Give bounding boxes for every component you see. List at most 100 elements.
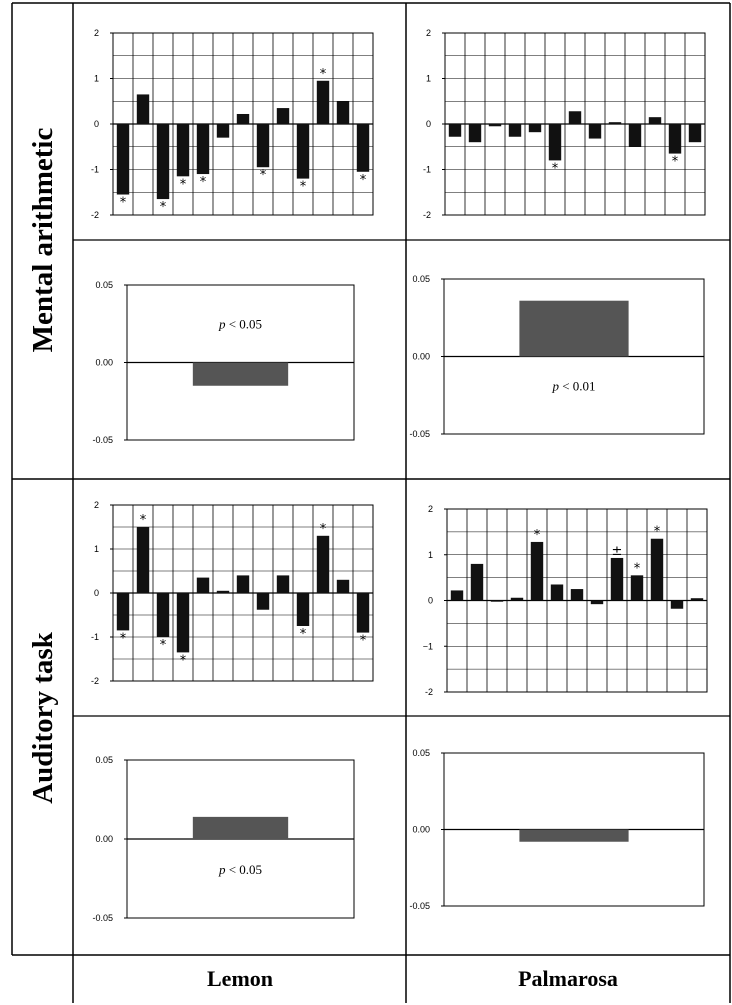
chart-at-lemon-mean: 0.05 0.00 -0.05 p < 0.05 (92, 755, 355, 923)
y-tick-label: 1 (426, 74, 431, 84)
significance-marker: * (180, 177, 187, 192)
bar (688, 124, 702, 143)
bar (156, 124, 170, 200)
significance-marker: ± (612, 544, 623, 559)
bar (196, 124, 210, 175)
chart-at-palmarosa-detail: 2 1 0 −1 -2 * ± * * (423, 504, 708, 697)
bar (256, 124, 270, 168)
bar (588, 124, 602, 139)
column-label-palmarosa: Palmarosa (518, 966, 618, 991)
significance-marker: * (360, 634, 367, 649)
y-tick-label: 0.00 (95, 834, 113, 844)
y-tick-label: -1 (91, 165, 99, 175)
y-tick-label: 0 (426, 119, 431, 129)
y-tick-label: -2 (91, 210, 99, 220)
bar (116, 593, 130, 631)
y-tick-label: −1 (423, 641, 433, 651)
bar (448, 124, 462, 137)
bar (508, 124, 522, 137)
bar (136, 94, 150, 124)
bar (570, 589, 584, 601)
significance-marker: * (120, 196, 127, 211)
y-tick-label: 2 (94, 500, 99, 510)
y-tick-label: 0.05 (95, 280, 113, 290)
chart-panels: 2 1 0 -1 -2 * * * * * * * * 2 1 0 -1 -2 * * 0.05 0.00 -0.05 p <… (91, 28, 708, 923)
figure-frame (11, 2, 731, 1003)
significance-marker: * (260, 168, 267, 183)
significance-marker: * (160, 200, 167, 215)
y-tick-label: 1 (94, 544, 99, 554)
y-tick-label: -0.05 (409, 901, 430, 911)
significance-marker: * (200, 175, 207, 190)
y-tick-label: -2 (425, 687, 433, 697)
significance-marker: * (140, 513, 147, 528)
bar (568, 111, 582, 124)
bar (548, 124, 562, 161)
significance-marker: * (320, 522, 327, 537)
bar (519, 829, 629, 842)
bar (670, 600, 684, 609)
bar (690, 598, 704, 601)
y-tick-label: 0.00 (412, 825, 430, 835)
bar (590, 600, 604, 605)
bar (192, 816, 289, 839)
bar (276, 575, 290, 593)
bar (336, 579, 350, 593)
bar (530, 541, 544, 601)
column-label-lemon: Lemon (207, 966, 273, 991)
bar (196, 577, 210, 593)
significance-marker: * (160, 638, 167, 653)
row-label-mental-arithmetic: Mental arithmetic (27, 128, 59, 353)
bar (316, 535, 330, 593)
bar (276, 108, 290, 124)
p-value-annotation: p < 0.05 (218, 862, 262, 877)
y-tick-label: 2 (428, 504, 433, 514)
bar (356, 124, 370, 172)
significance-marker: * (654, 525, 661, 540)
bar (236, 113, 250, 124)
significance-marker: * (300, 627, 307, 642)
chart-ma-lemon-mean: 0.05 0.00 -0.05 p < 0.05 (92, 280, 355, 445)
bar (610, 557, 624, 601)
bar (490, 600, 504, 602)
bar (648, 117, 662, 124)
significance-marker: * (120, 631, 127, 646)
p-value-annotation: p < 0.01 (551, 379, 595, 394)
y-tick-label: 1 (428, 550, 433, 560)
bar (136, 527, 150, 593)
bar (176, 124, 190, 177)
chart-at-lemon-detail: 2 1 0 -1 -2 * * * * * * * (91, 500, 374, 686)
significance-marker: * (180, 653, 187, 668)
y-tick-label: 2 (426, 28, 431, 38)
y-tick-label: 0.05 (412, 274, 430, 284)
bar (116, 124, 130, 195)
y-tick-label: 0.05 (412, 748, 430, 758)
bar (356, 593, 370, 633)
bar (488, 124, 502, 127)
bar (608, 122, 622, 124)
y-tick-label: 0 (94, 588, 99, 598)
y-tick-label: 0 (428, 596, 433, 606)
significance-marker: * (534, 528, 541, 543)
y-tick-label: 2 (94, 28, 99, 38)
bar (256, 593, 270, 610)
row-label-auditory-task: Auditory task (27, 631, 59, 803)
y-tick-label: -0.05 (92, 913, 113, 923)
bar (176, 593, 190, 653)
y-tick-label: -1 (91, 632, 99, 642)
significance-marker: * (300, 180, 307, 195)
bar (628, 124, 642, 147)
bar (668, 124, 682, 154)
y-tick-label: -0.05 (92, 435, 113, 445)
bar (316, 80, 330, 124)
bar (519, 300, 629, 357)
bar (336, 101, 350, 124)
chart-ma-palmarosa-detail: 2 1 0 -1 -2 * * (423, 28, 706, 220)
bar (528, 124, 542, 133)
bar (296, 593, 310, 626)
chart-ma-palmarosa-mean: 0.05 0.00 -0.05 p < 0.01 (409, 274, 705, 439)
significance-marker: * (672, 155, 679, 170)
chart-at-palmarosa-mean: 0.05 0.00 -0.05 (409, 748, 705, 911)
significance-marker: * (360, 173, 367, 188)
